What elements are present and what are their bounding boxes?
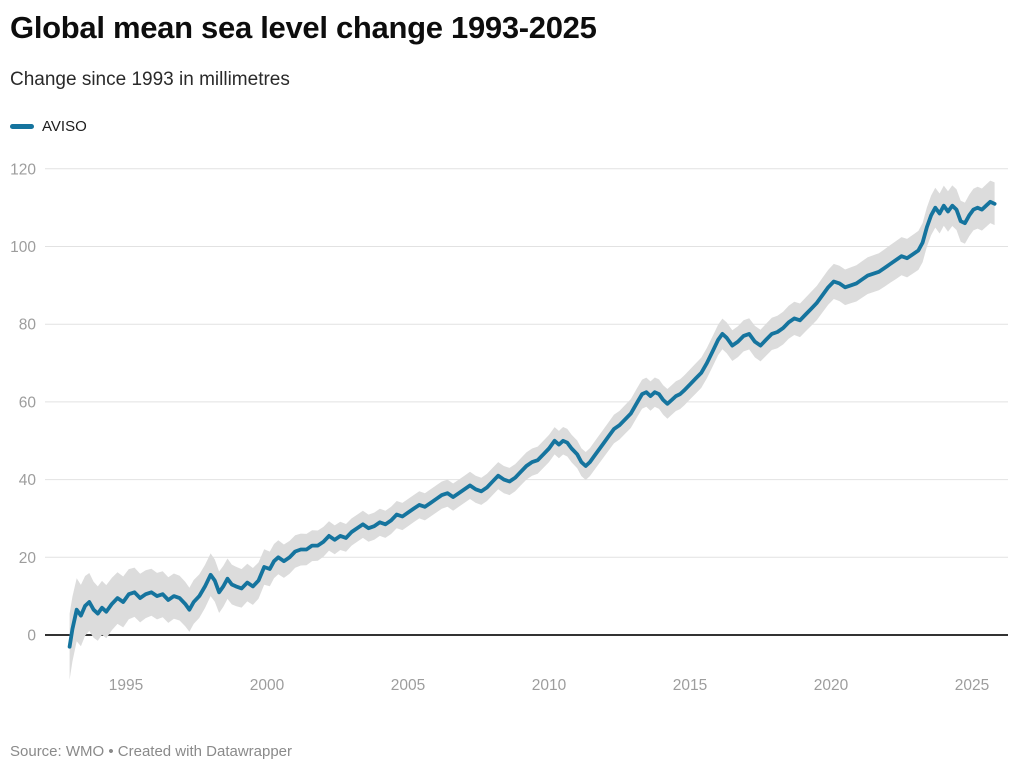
x-tick-label: 2020 bbox=[814, 677, 849, 694]
legend: AVISO bbox=[10, 118, 87, 135]
legend-series-label: AVISO bbox=[42, 118, 87, 135]
aviso-series-line bbox=[67, 199, 997, 649]
source-attribution: Source: WMO • Created with Datawrapper bbox=[10, 743, 293, 760]
y-tick-label: 60 bbox=[19, 394, 37, 411]
y-tick-label: 20 bbox=[19, 550, 37, 567]
page-title: Global mean sea level change 1993-2025 bbox=[10, 10, 597, 45]
legend-line-swatch-icon bbox=[10, 124, 34, 129]
y-tick-label: 40 bbox=[19, 472, 37, 489]
y-tick-label: 0 bbox=[27, 628, 36, 645]
uncertainty-band bbox=[69, 180, 995, 680]
chart-subtitle: Change since 1993 in millimetres bbox=[10, 69, 290, 90]
x-tick-label: 2015 bbox=[673, 677, 707, 694]
x-tick-label: 2025 bbox=[955, 677, 989, 694]
y-tick-label: 120 bbox=[10, 161, 36, 178]
x-tick-label: 1995 bbox=[109, 677, 143, 694]
x-tick-label: 2005 bbox=[391, 677, 425, 694]
y-tick-label: 100 bbox=[10, 239, 36, 256]
y-tick-label: 80 bbox=[19, 317, 37, 334]
x-tick-label: 2010 bbox=[532, 677, 567, 694]
x-tick-label: 2000 bbox=[250, 677, 285, 694]
chart-canvas: 0 20 40 60 80 100 120 1995 2000 2005 2010 2015 2020 2… bbox=[10, 161, 1008, 694]
